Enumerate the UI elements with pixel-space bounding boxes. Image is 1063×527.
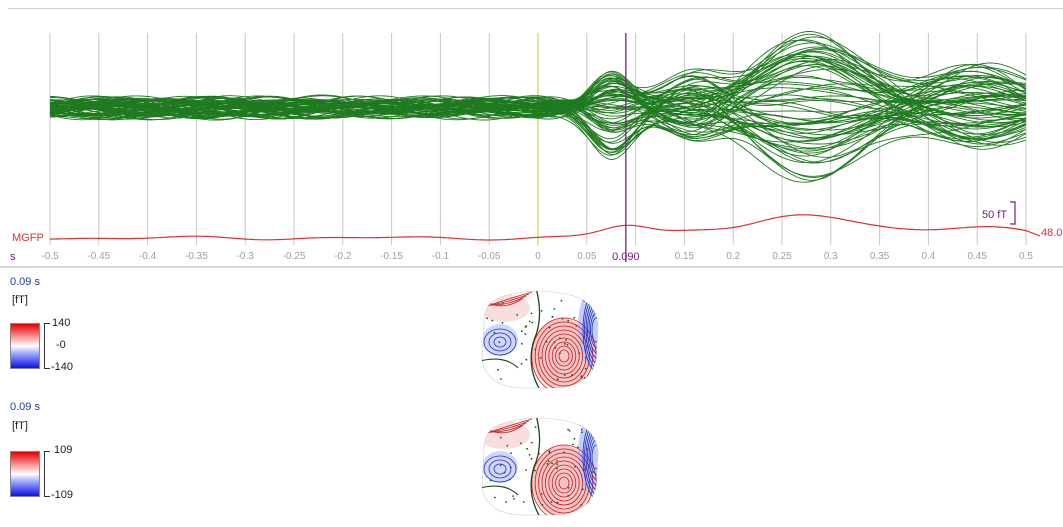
time-axis-unit: s [10,251,16,263]
map2-max-label: 109 [54,444,73,456]
x-tick-label: 0.35 [869,251,890,262]
x-tick-label: -0.45 [87,251,111,262]
map1-min-label: -140 [51,361,74,373]
panel-divider[interactable] [0,266,1063,268]
sensor-trace [49,93,1027,138]
sensor-trace [49,60,1027,120]
map1-colorbar [10,323,40,369]
x-tick-label: -0.05 [477,251,501,262]
x-tick-label: -0.4 [138,251,157,262]
sensor-trace [49,85,1027,142]
map1-unit-label: [fT] [12,294,28,306]
sensor-trace [49,70,1027,133]
x-tick-label: -0.3 [236,251,254,262]
mgfp-label: MGFP [12,232,44,244]
map1-max-label: 140 [52,317,71,329]
x-tick-label: -0.5 [41,251,59,262]
x-tick-label: 0 [535,251,541,262]
sensor-trace [49,60,1027,156]
scale-bar-label: 50 fT [982,209,1008,221]
sensor-trace [49,61,1027,121]
sensor-trace [49,76,1027,150]
sensor-traces [49,31,1027,183]
map2-colorbar [10,451,40,497]
window-top-border [8,8,1063,9]
map1-time-label: 0.09 s [10,276,40,288]
x-tick-label: 0.4 [921,251,936,262]
x-tick-label: 0.2 [726,251,741,262]
x-tick-label: 0.5 [1019,251,1033,262]
sensor-trace [49,39,1027,140]
sensor-trace [49,96,1027,154]
map2-min-label: -109 [51,489,74,501]
sensor-trace [49,80,1027,149]
map2-unit-label: [fT] [12,420,28,432]
map2-topography[interactable] [474,415,602,517]
scale-bar [1010,201,1016,225]
x-tick-label: -0.1 [431,251,450,262]
mgfp-trace [49,214,1041,241]
sensor-trace [49,76,1027,139]
map2-colorbar-bracket [44,451,50,497]
butterfly-plot[interactable] [0,0,1063,266]
x-tick-label: -0.35 [184,251,208,262]
cursor-time-readout[interactable]: 0.090 [612,251,640,263]
contour-lines [482,291,598,388]
map1-colorbar-bracket [44,323,50,369]
sensor-trace [49,63,1027,164]
map2-time-label: 0.09 s [10,401,40,413]
x-tick-label: -0.15 [380,251,403,262]
map1-mid-label: -0 [56,339,66,351]
x-tick-label: 0.05 [577,251,597,262]
sensor-trace [49,51,1027,116]
x-tick-label: -0.2 [334,251,352,262]
map1-topography[interactable] [474,288,602,390]
sensor-trace [49,82,1027,131]
mgfp-value: 48.0 [1041,227,1063,239]
x-tick-label: 0.45 [967,251,987,262]
sensor-trace [49,81,1027,117]
x-tick-label: 0.3 [823,251,838,262]
x-tick-label: 0.15 [674,251,695,262]
x-tick-label: 0.25 [772,251,792,262]
x-tick-label: -0.25 [282,251,306,262]
